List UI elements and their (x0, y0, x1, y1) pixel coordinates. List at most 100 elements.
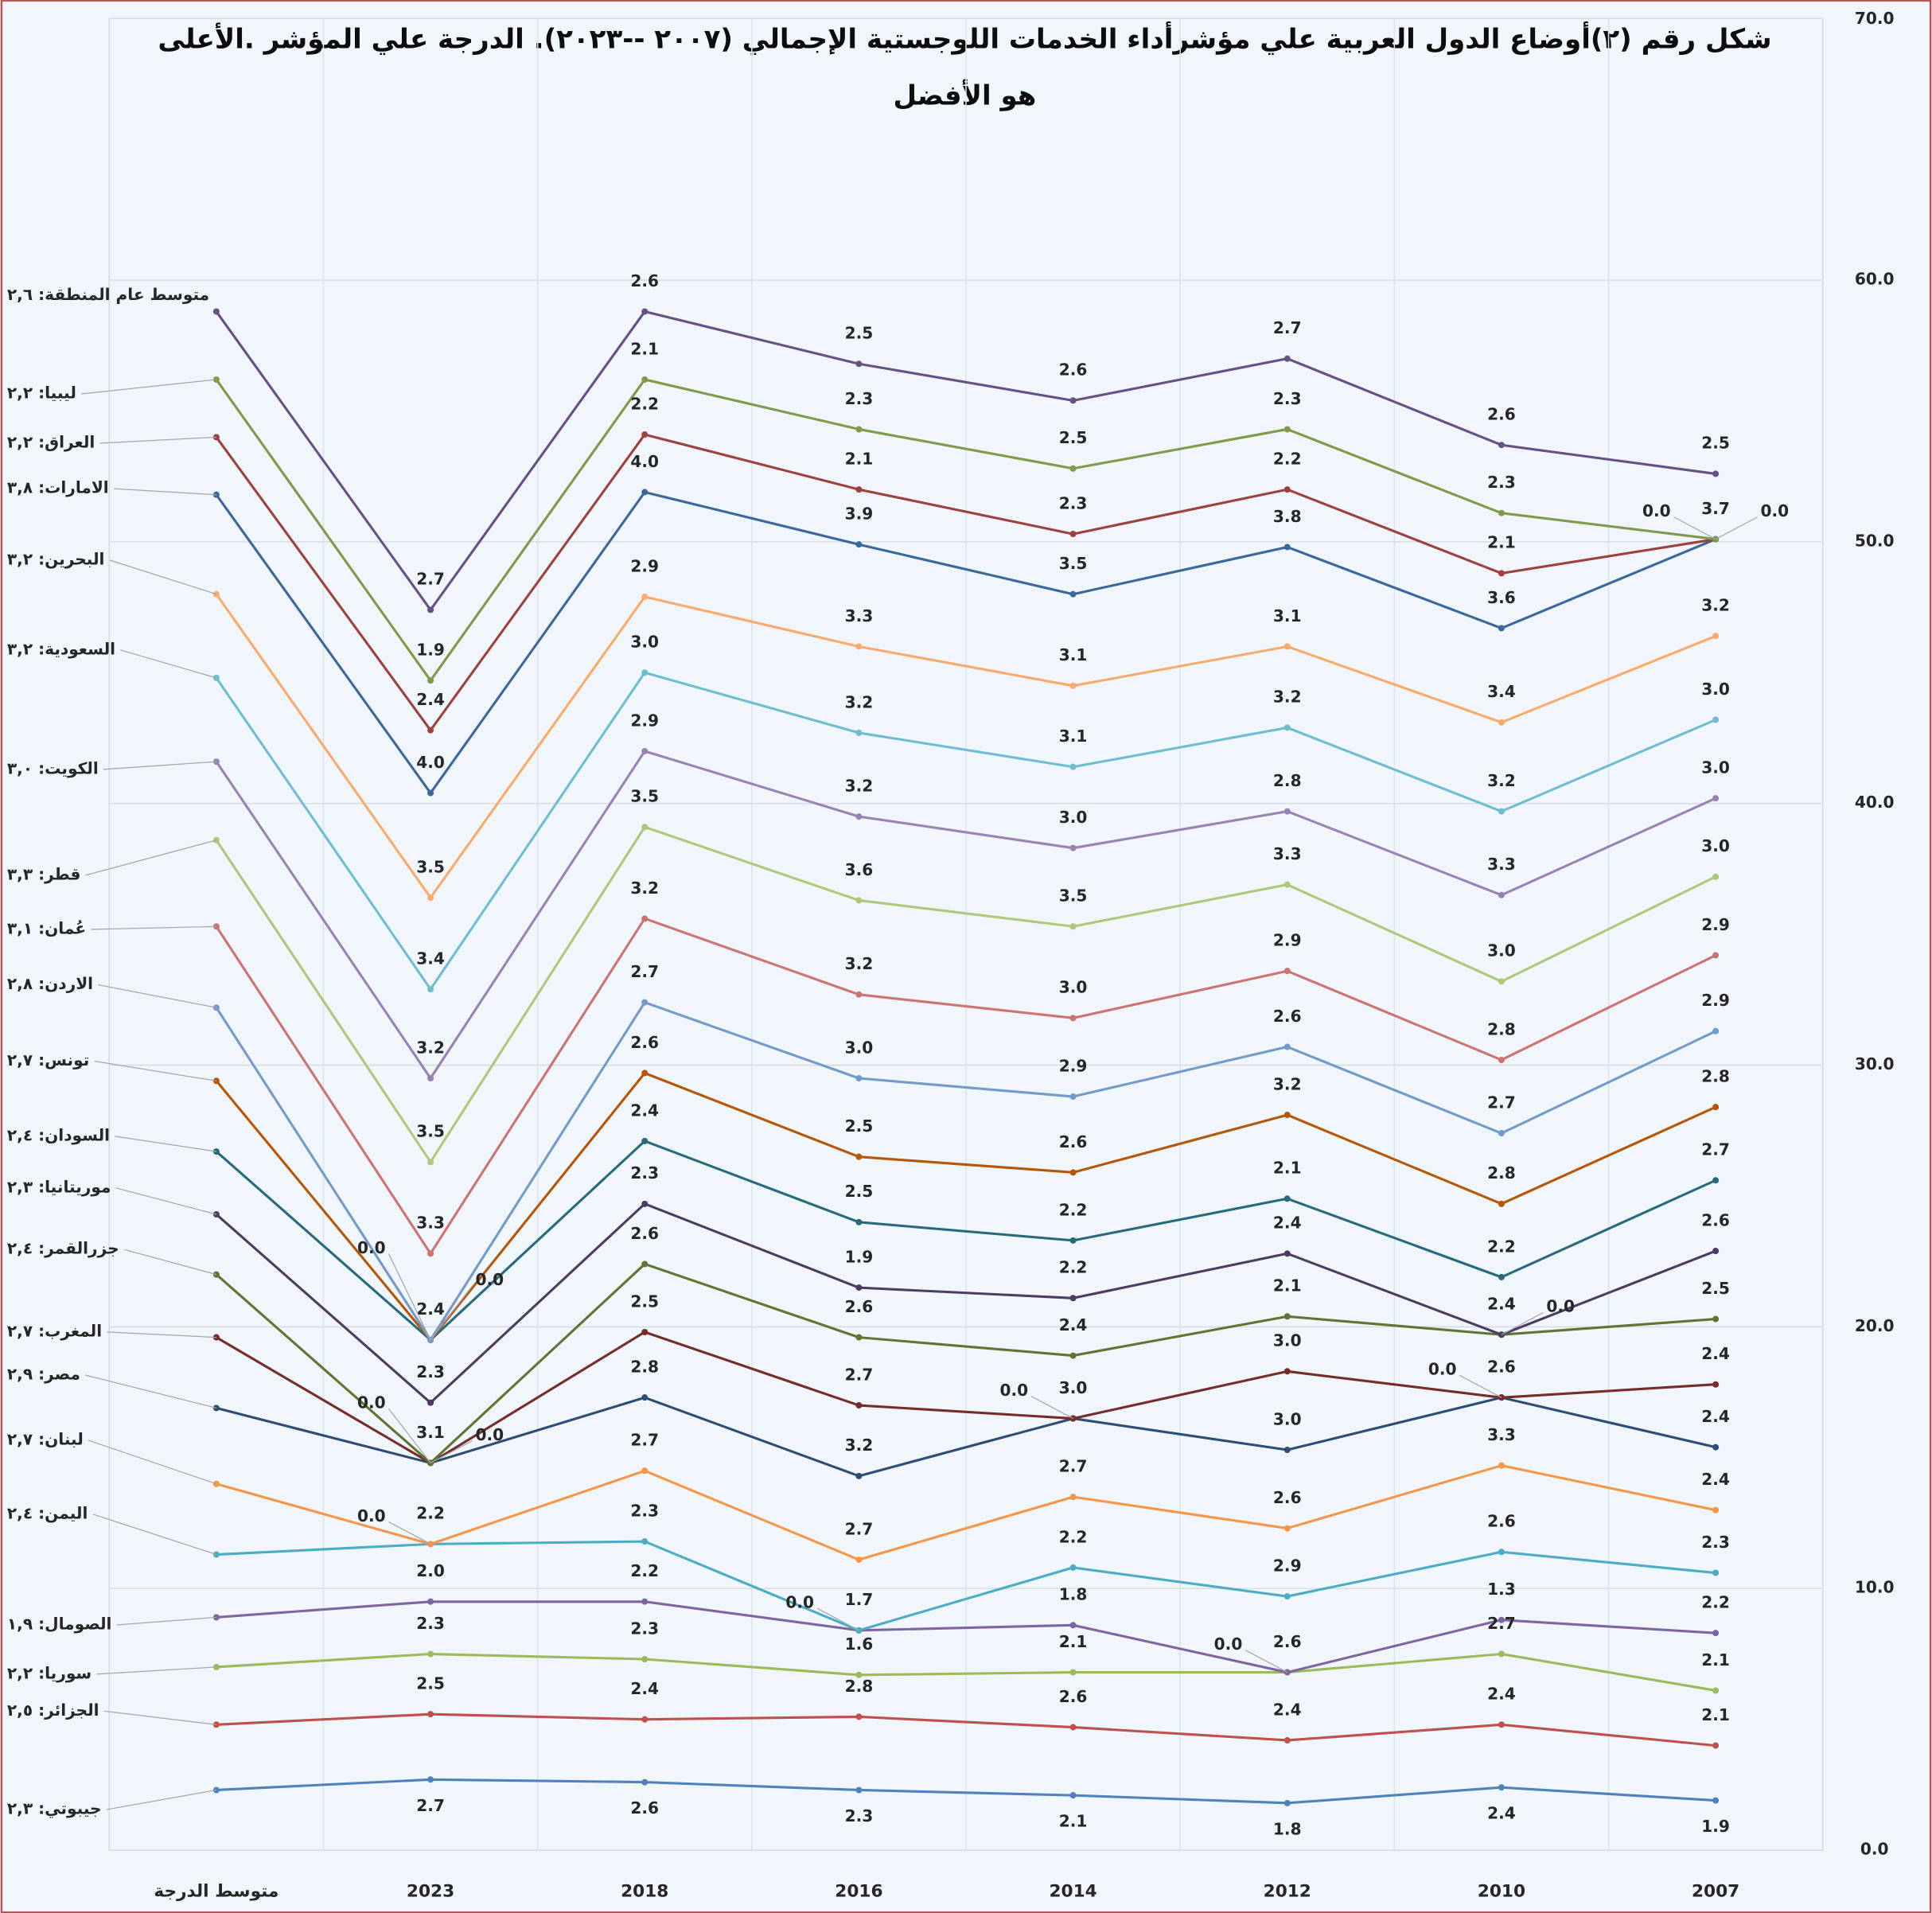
series-line (216, 1331, 1716, 1464)
data-point (641, 1598, 649, 1605)
data-point (1069, 1564, 1077, 1571)
leader-line (430, 1440, 473, 1463)
x-tick-label: 2023 (407, 1882, 454, 1902)
data-label: 1.7 (845, 1590, 874, 1609)
data-label: 2.1 (1701, 1650, 1730, 1669)
data-point (427, 789, 434, 797)
data-point (1069, 1015, 1077, 1022)
data-label: 3.6 (845, 860, 874, 879)
data-point (1498, 1200, 1505, 1207)
data-label: 3.2 (845, 1436, 874, 1455)
data-point (1069, 590, 1077, 598)
data-point (1283, 1313, 1291, 1320)
data-label: 2.7 (630, 1431, 659, 1450)
data-point (855, 1402, 863, 1409)
data-label: 2.2 (1059, 1200, 1088, 1219)
data-label: 3.2 (630, 879, 659, 898)
data-label: 3.2 (1487, 771, 1516, 790)
data-label: 2.6 (1059, 1687, 1088, 1706)
data-label: 0.0 (357, 1393, 386, 1412)
data-point (1283, 1593, 1291, 1600)
data-point (212, 674, 220, 681)
country-label: لبنان: ٢,٧ (7, 1429, 84, 1448)
data-point (427, 727, 434, 734)
data-label: 2.2 (1059, 1527, 1088, 1546)
leader-line (115, 1187, 217, 1215)
data-label: 2.7 (1487, 1093, 1516, 1112)
data-label: 1.8 (1273, 1819, 1302, 1838)
data-label: 3.0 (1487, 941, 1516, 960)
data-label: 3.2 (1273, 688, 1302, 707)
data-label: 2.3 (630, 1619, 659, 1638)
data-label: 2.3 (1701, 1533, 1730, 1552)
data-point (855, 1671, 863, 1678)
data-label: 2.3 (416, 1614, 445, 1633)
data-point (1283, 643, 1291, 650)
data-point (212, 836, 220, 844)
data-label: 2.3 (1487, 473, 1516, 492)
data-label: 2.4 (1273, 1214, 1302, 1233)
data-point (1069, 1724, 1077, 1731)
data-label: 3.2 (845, 777, 874, 796)
data-label: 3.0 (1273, 1409, 1302, 1428)
x-tick-label: 2016 (835, 1882, 882, 1902)
data-point (1712, 1248, 1720, 1255)
data-label: 2.9 (1273, 931, 1302, 950)
data-label: 2.9 (630, 711, 659, 730)
data-label: 2.6 (1701, 1210, 1730, 1229)
data-label: 1.9 (1701, 1817, 1730, 1836)
data-point (212, 1786, 220, 1794)
x-tick-label: 2018 (621, 1882, 668, 1902)
leader-line (816, 1607, 859, 1631)
data-point (641, 999, 649, 1006)
country-label: مصر: ٢,٩ (7, 1364, 80, 1383)
leader-line (1459, 1374, 1502, 1398)
leader-line (98, 984, 217, 1008)
data-label: 2.6 (630, 271, 659, 290)
data-label: 2.5 (845, 324, 874, 343)
data-label: 2.3 (1273, 389, 1302, 408)
data-label: 2.3 (1059, 493, 1088, 512)
series-line (216, 1652, 1716, 1692)
data-point (855, 643, 863, 650)
data-label: 3.9 (845, 505, 874, 524)
data-point (1069, 1237, 1077, 1244)
data-label: 2.9 (1059, 1056, 1088, 1075)
data-label: 2.5 (1701, 1279, 1730, 1298)
data-point (855, 426, 863, 433)
data-point (1069, 1792, 1077, 1799)
data-label: 2.8 (845, 1677, 874, 1696)
series-line (215, 917, 1716, 1255)
data-label: 3.0 (1701, 836, 1730, 855)
chart-title: شكل رقم (٢)أوضاع الدول العربية علي مؤشرأ… (158, 21, 1771, 56)
series-line (216, 1396, 1716, 1478)
data-label: 3.5 (416, 857, 445, 876)
data-label: 2.5 (845, 1182, 874, 1201)
data-point (855, 1472, 863, 1479)
data-point (1283, 1112, 1291, 1119)
data-label: 3.0 (630, 633, 659, 652)
data-label: 3.0 (1059, 808, 1088, 827)
leader-line (388, 1521, 431, 1545)
data-label: 2.6 (630, 1033, 659, 1052)
country-label: الكويت: ٣,٠ (7, 758, 99, 777)
data-point (641, 1328, 649, 1336)
data-label: 2.8 (630, 1358, 659, 1377)
data-point (855, 1218, 863, 1225)
data-label: 2.7 (845, 1519, 874, 1538)
data-point (1712, 1177, 1720, 1184)
data-label: 2.1 (1059, 1632, 1088, 1651)
data-label: 2.7 (416, 1796, 445, 1815)
leader-line (103, 1710, 216, 1725)
data-label: 2.1 (1273, 1159, 1302, 1178)
y-tick-label: 70.0 (1855, 9, 1895, 28)
country-label: السودان: ٢,٤ (7, 1125, 110, 1144)
data-label: 2.7 (1273, 318, 1302, 337)
data-point (1498, 891, 1505, 898)
series-line (216, 1464, 1716, 1561)
data-point (855, 897, 863, 904)
leader-line (88, 1440, 217, 1485)
data-label: 0.0 (476, 1270, 504, 1289)
country-label: ليبيا: ٢,٢ (7, 384, 76, 403)
data-point (1069, 1169, 1077, 1176)
